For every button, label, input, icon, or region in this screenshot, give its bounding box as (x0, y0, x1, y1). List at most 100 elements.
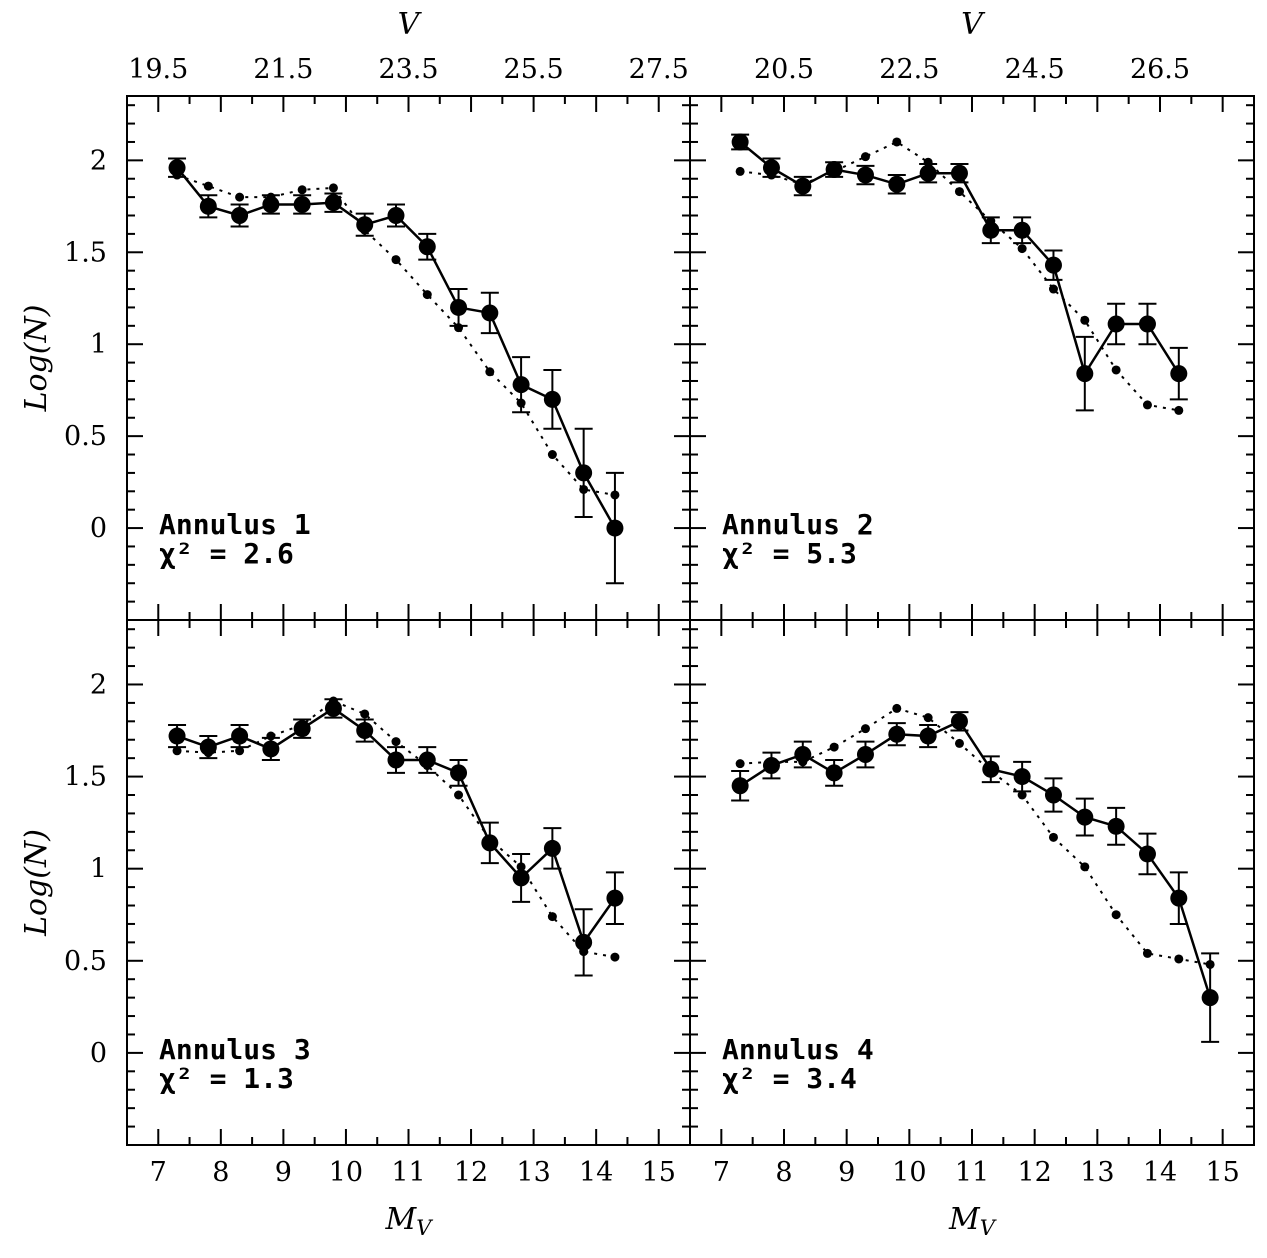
observed-point (481, 304, 499, 322)
observed-point (1138, 845, 1156, 863)
x-tick-label: 13 (1080, 1157, 1114, 1188)
model-point (1080, 315, 1090, 325)
annulus-label: Annulus 2 (722, 508, 874, 541)
observed-point (1107, 817, 1125, 835)
observed-point (168, 727, 186, 745)
model-point (547, 450, 557, 460)
model-point (1174, 405, 1184, 415)
observed-point (1170, 889, 1188, 907)
y-tick-label: 0 (90, 513, 107, 544)
model-series-line (176, 174, 616, 496)
x-tick-label: 8 (775, 1157, 792, 1188)
observed-point (324, 699, 342, 717)
observed-point (231, 727, 249, 745)
model-point (610, 952, 620, 962)
x-tick-label: 14 (579, 1157, 613, 1188)
model-point (1111, 365, 1121, 375)
x-tick-label: 12 (454, 1157, 488, 1188)
model-point (892, 137, 902, 147)
model-point (235, 746, 245, 756)
observed-point (512, 376, 530, 394)
model-point (297, 185, 307, 195)
observed-point (856, 166, 874, 184)
y-tick-label: 2 (90, 145, 107, 176)
observed-point (1170, 365, 1188, 383)
annulus-label: Annulus 4 (722, 1033, 874, 1066)
model-point (422, 290, 432, 300)
observed-point (231, 207, 249, 225)
model-point (1080, 862, 1090, 872)
model-point (1017, 790, 1027, 800)
observed-point (575, 933, 593, 951)
observed-point (1076, 365, 1094, 383)
observed-point (919, 727, 937, 745)
model-point (391, 255, 401, 265)
observed-series (168, 698, 624, 977)
observed-point (575, 464, 593, 482)
observed-point (1107, 315, 1125, 333)
observed-point (950, 164, 968, 182)
y-tick-label: 1 (90, 329, 107, 360)
observed-point (418, 751, 436, 769)
observed-point (1201, 989, 1219, 1007)
observed-point (418, 238, 436, 256)
y-tick-label: 2 (90, 669, 107, 700)
x-axis-title-sub: V (416, 1216, 433, 1240)
y-axis-title: Log(N) (19, 305, 54, 413)
observed-point (512, 869, 530, 887)
annulus-label: Annulus 1 (159, 508, 311, 541)
observed-series (168, 157, 624, 585)
top-tick-label: 26.5 (1130, 54, 1190, 85)
top-tick-label: 20.5 (754, 54, 814, 85)
x-tick-label: 15 (1205, 1157, 1239, 1188)
observed-point (919, 164, 937, 182)
x-tick-label: 10 (892, 1157, 926, 1188)
observed-series-line (739, 719, 1212, 999)
x-tick-label: 15 (642, 1157, 676, 1188)
observed-point (606, 519, 624, 537)
model-point (1174, 954, 1184, 964)
observed-point (825, 764, 843, 782)
observed-series (731, 133, 1188, 412)
observed-point (982, 221, 1000, 239)
observed-point (450, 764, 468, 782)
x-tick-label: 11 (391, 1157, 425, 1188)
observed-point (168, 159, 186, 177)
observed-point (762, 757, 780, 775)
top-tick-label: 23.5 (378, 54, 438, 85)
model-point (391, 737, 401, 747)
model-point (328, 183, 338, 193)
observed-point (762, 159, 780, 177)
x-tick-label: 9 (838, 1157, 855, 1188)
observed-point (262, 195, 280, 213)
observed-series (731, 711, 1220, 1043)
y-tick-label: 0 (90, 1038, 107, 1069)
top-tick-label: 19.5 (128, 54, 188, 85)
model-point (954, 738, 964, 748)
x-tick-label: 9 (275, 1157, 292, 1188)
observed-point (888, 725, 906, 743)
model-point (954, 187, 964, 197)
observed-point (387, 751, 405, 769)
model-point (1142, 400, 1152, 410)
top-tick-label: 24.5 (1005, 54, 1065, 85)
model-point (454, 790, 464, 800)
model-point (1111, 910, 1121, 920)
x-tick-label: 10 (329, 1157, 363, 1188)
model-point (172, 746, 182, 756)
top-tick-label: 25.5 (504, 54, 564, 85)
x-axis-title-sub: V (980, 1216, 997, 1240)
model-point (1048, 832, 1058, 842)
observed-point (262, 740, 280, 758)
observed-point (888, 175, 906, 193)
y-tick-label: 1 (90, 854, 107, 885)
observed-point (950, 712, 968, 730)
x-tick-label: 14 (1143, 1157, 1177, 1188)
observed-point (387, 207, 405, 225)
panel-4: Annulus 4χ² = 3.4 7 8 9 10 11 12 13 14 15 MV (689, 619, 1255, 1240)
observed-point (481, 834, 499, 852)
observed-point (856, 745, 874, 763)
x-tick-label: 11 (955, 1157, 989, 1188)
observed-point (825, 161, 843, 179)
